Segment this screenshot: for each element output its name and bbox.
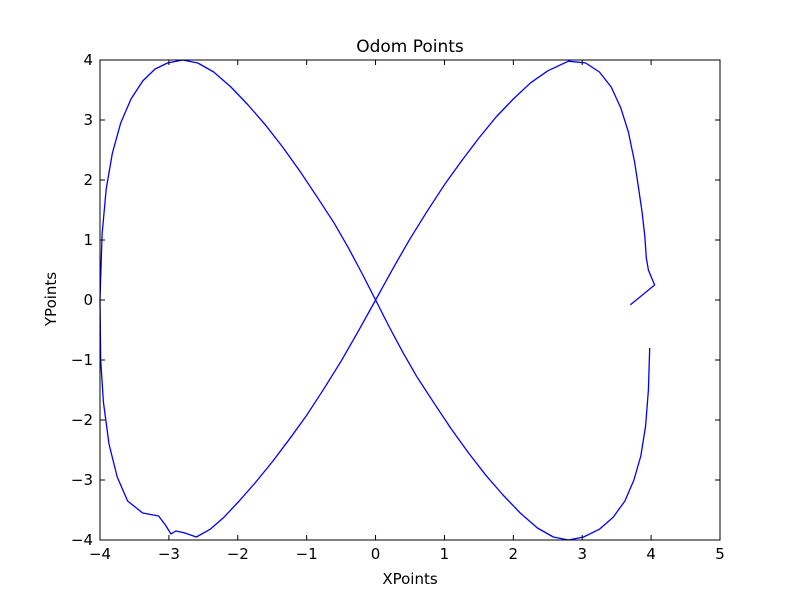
axis-ticks: −4 −3 −2 −1 0 1 2 3 4 5 −4 −3 −2 −1 0 1 2 3 4	[71, 51, 725, 563]
y-tick-label: −2	[71, 411, 93, 429]
x-tick-label: 5	[715, 545, 725, 563]
x-tick-label: 1	[440, 545, 450, 563]
x-tick-label: −1	[296, 545, 318, 563]
y-tick-label: −4	[71, 531, 93, 549]
chart-title: Odom Points	[356, 37, 464, 57]
y-tick-label: 3	[83, 111, 93, 129]
plot-frame	[99, 59, 721, 541]
y-tick-label: −1	[71, 351, 93, 369]
y-tick-label: 4	[83, 51, 93, 69]
x-tick-label: 0	[371, 545, 381, 563]
x-tick-label: 4	[646, 545, 656, 563]
x-tick-label: −3	[158, 545, 180, 563]
y-tick-label: −3	[71, 471, 93, 489]
x-tick-label: −4	[89, 545, 111, 563]
x-tick-label: 3	[577, 545, 587, 563]
y-axis-label: YPoints	[42, 272, 60, 327]
series-line-0	[99, 59, 656, 541]
x-axis-label: XPoints	[382, 570, 438, 588]
y-tick-label: 1	[83, 231, 93, 249]
y-tick-label: 0	[83, 291, 93, 309]
y-tick-label: 2	[83, 171, 93, 189]
x-tick-label: −2	[227, 545, 249, 563]
x-tick-label: 2	[509, 545, 519, 563]
plot-data	[99, 59, 656, 541]
